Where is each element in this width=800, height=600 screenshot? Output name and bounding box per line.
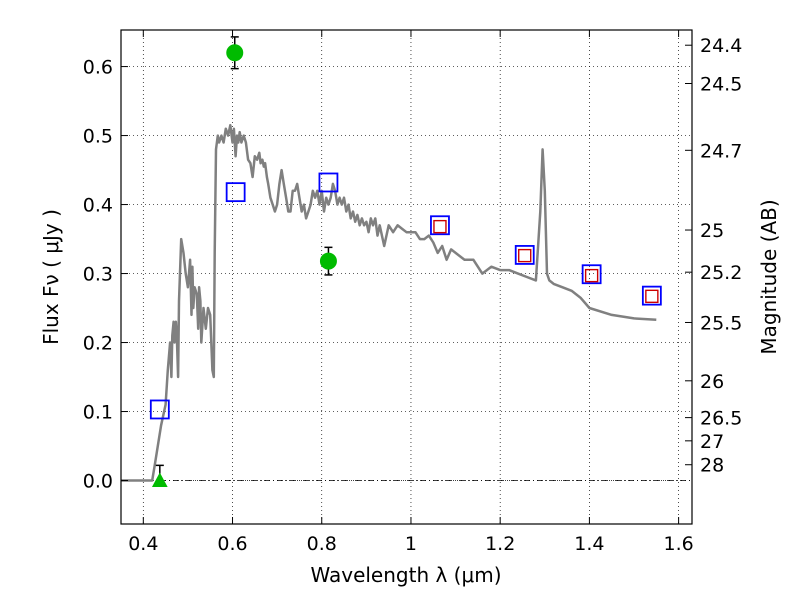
y-axis-title: Flux Fν ( μJy ) xyxy=(39,209,63,345)
model-photometry-square xyxy=(225,182,246,203)
mag-tick-label: 25 xyxy=(700,220,724,242)
photometry-point-circle xyxy=(226,44,244,62)
model-photometry-square xyxy=(430,215,450,236)
mag-tick-label: 28 xyxy=(700,455,724,477)
mag-tick-label: 27 xyxy=(700,431,724,453)
model-photometry-square xyxy=(318,172,339,193)
y-tick-label: 0.4 xyxy=(83,195,113,217)
mag-tick-label: 24.4 xyxy=(700,35,742,57)
observed-photometry-square xyxy=(433,219,447,234)
x-tick-label: 0.8 xyxy=(307,533,337,555)
y-tick-label: 0.6 xyxy=(83,57,113,79)
ticks: 0.4 0.6 0.8 1 1.2 1.4 1.6 0.0 0.1 0.2 0.3 0.4 0.5 0.6… xyxy=(83,30,742,555)
y2-axis-title: Magnitude (AB) xyxy=(757,199,781,354)
model-photometry-square xyxy=(641,285,662,306)
model-spectrum-line xyxy=(121,123,657,482)
x-tick-label: 1.6 xyxy=(664,533,694,555)
y-tick-label: 0.5 xyxy=(83,126,113,148)
mag-tick-label: 26 xyxy=(700,371,724,393)
observed-photometry-square xyxy=(645,289,659,304)
y-tick-label: 0.3 xyxy=(83,264,113,286)
x-tick-label: 1.4 xyxy=(574,533,604,555)
observed-photometry-square xyxy=(584,268,599,283)
x-axis-title: Wavelength λ (μm) xyxy=(310,563,501,587)
mag-tick-label: 25.5 xyxy=(700,312,742,334)
model-photometry-square xyxy=(581,264,602,285)
x-tick-label: 1.2 xyxy=(485,533,515,555)
mag-tick-label: 24.5 xyxy=(700,74,742,96)
y-tick-label: 0.1 xyxy=(83,402,113,424)
y-tick-label: 0.0 xyxy=(83,471,113,493)
model-photometry-square xyxy=(514,245,535,265)
upper-limit-triangle xyxy=(151,472,168,488)
markers xyxy=(149,36,662,488)
mag-tick-label: 24.7 xyxy=(700,140,742,162)
mag-tick-label: 26.5 xyxy=(700,408,742,430)
x-tick-label: 0.4 xyxy=(128,533,158,555)
observed-photometry-square xyxy=(518,248,532,263)
model-photometry-square xyxy=(149,399,170,420)
mag-tick-label: 25.2 xyxy=(700,262,742,284)
photometry-point-circle xyxy=(319,252,337,270)
x-tick-label: 0.6 xyxy=(217,533,247,555)
y-tick-label: 0.2 xyxy=(83,333,113,355)
x-tick-label: 1 xyxy=(405,533,417,555)
plot-frame xyxy=(120,29,693,525)
